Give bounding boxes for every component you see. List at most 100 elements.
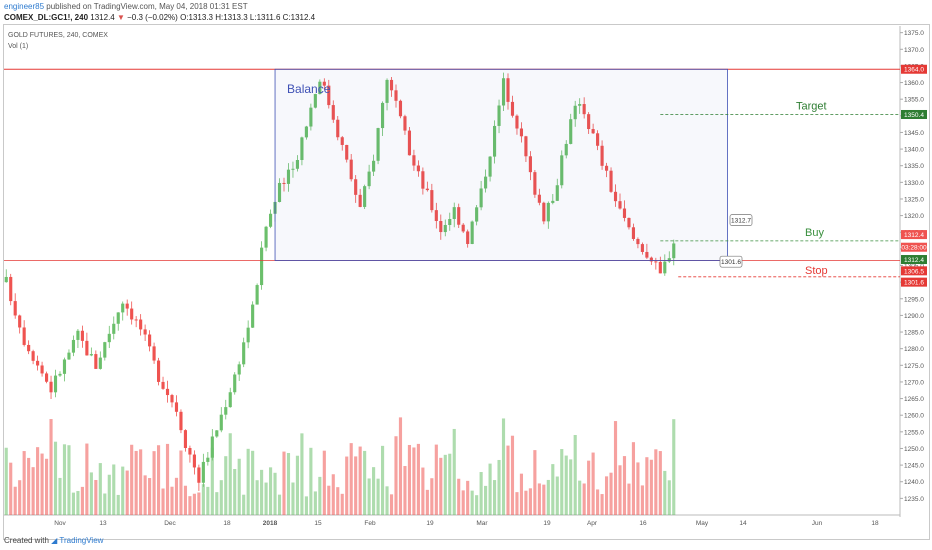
volume-bar: [376, 478, 380, 515]
candle-body: [367, 171, 371, 187]
x-tick-label: 16: [639, 520, 647, 527]
volume-bar: [627, 483, 631, 515]
volume-bar: [36, 447, 40, 515]
volume-bar: [434, 444, 438, 515]
volume-bar: [636, 462, 640, 515]
author-link[interactable]: engineer85: [4, 2, 45, 11]
volume-bar: [313, 491, 317, 515]
volume-bar: [524, 490, 528, 515]
volume-bar: [76, 491, 80, 515]
candle-body: [318, 81, 322, 95]
volume-bar: [58, 477, 62, 515]
volume-bar: [425, 489, 429, 515]
candle-body: [148, 334, 152, 347]
candle-body: [89, 354, 93, 356]
candle-body: [206, 457, 210, 462]
volume-bar: [27, 457, 31, 515]
y-tick-label: 1320.0: [904, 213, 924, 220]
candle-body: [506, 78, 510, 102]
volume-bar: [336, 487, 340, 515]
candle-body: [237, 364, 241, 375]
volume-bar: [349, 443, 353, 515]
volume-bar: [197, 492, 201, 515]
candle-body: [488, 156, 492, 177]
volume-bar: [631, 442, 636, 515]
candle-body: [322, 81, 326, 86]
volume-bar: [219, 480, 223, 515]
volume-bar: [484, 485, 488, 515]
x-tick-label: Feb: [364, 520, 376, 527]
y-tick-label: 1265.0: [904, 396, 924, 403]
volume-bar: [40, 453, 44, 515]
candle-body: [31, 351, 35, 361]
volume-bar: [389, 494, 394, 515]
volume-bar: [143, 475, 147, 515]
volume-bar: [107, 474, 111, 515]
volume-bar: [94, 479, 98, 515]
volume-bar: [13, 486, 17, 515]
volume-bar: [622, 456, 627, 515]
chart-frame[interactable]: [3, 24, 930, 540]
volume-bar: [210, 447, 214, 515]
volume-bar: [309, 447, 313, 515]
candle-body: [62, 359, 67, 374]
x-tick-label: Dec: [164, 520, 176, 527]
candle-body: [358, 194, 362, 207]
candle-body: [546, 202, 550, 222]
stop-callout-box: [719, 255, 743, 268]
buy-callout-box: [729, 214, 753, 226]
volume-bar: [255, 480, 259, 515]
volume-bar: [98, 463, 102, 515]
candle-body: [389, 79, 394, 91]
candle-body: [219, 414, 223, 431]
volume-bar: [152, 451, 156, 515]
volume-bar: [560, 449, 564, 515]
candle-body: [233, 374, 237, 393]
volume-bar: [564, 455, 568, 515]
volume-bar: [488, 463, 492, 515]
chart-title: GOLD FUTURES, 240, COMEX: [8, 32, 108, 39]
tradingview-link[interactable]: TradingView: [59, 536, 104, 545]
candle-body: [600, 145, 604, 166]
volume-bar: [53, 441, 58, 515]
candle-body: [475, 207, 479, 222]
target-label: Target: [796, 100, 827, 112]
y-tick-label: 1290.0: [904, 313, 924, 320]
volume-bar: [613, 421, 618, 515]
volume-bar: [237, 458, 241, 515]
y-tick-label: 1270.0: [904, 379, 924, 386]
volume-bar: [318, 476, 322, 515]
candle-body: [519, 128, 524, 137]
candle-body: [121, 303, 125, 313]
candle-body: [658, 261, 662, 274]
volume-bar: [183, 485, 188, 515]
volume-bar: [224, 456, 228, 515]
volume-bar: [439, 457, 443, 515]
volume-bar: [165, 443, 170, 515]
volume-bar: [506, 445, 510, 515]
y-tick-label: 1340.0: [904, 147, 924, 154]
candle-body: [484, 176, 488, 189]
candle-body: [277, 182, 282, 202]
volume-bar: [649, 459, 653, 515]
volume-bar: [528, 488, 532, 515]
candle-body: [304, 126, 308, 138]
volume-bar: [663, 470, 667, 515]
volume-bar: [300, 433, 304, 515]
y-tick-label: 1355.0: [904, 97, 924, 104]
volume-bar: [282, 451, 286, 515]
candle-body: [183, 430, 188, 449]
volume-bar: [156, 445, 161, 515]
candle-body: [174, 402, 179, 412]
ohlc-values: O:1313.3 H:1313.3 L:1311.6 C:1312.4: [180, 13, 316, 22]
candle-body: [268, 213, 273, 227]
candle-body: [636, 238, 640, 245]
volume-bar: [228, 433, 232, 515]
candle-body: [672, 243, 676, 259]
volume-bar: [582, 483, 586, 515]
volume-bar: [103, 493, 107, 515]
candle-body: [291, 168, 295, 170]
volume-bar: [179, 450, 183, 515]
candle-body: [587, 114, 591, 130]
